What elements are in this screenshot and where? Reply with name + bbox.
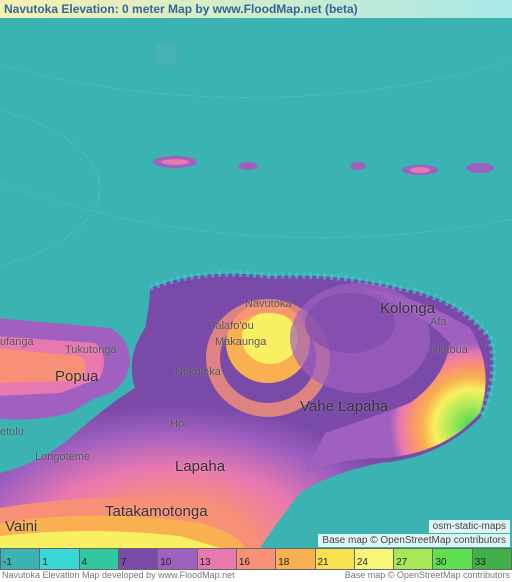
legend-bar: meter -1147101316182124273033 [0, 548, 512, 570]
place-label: Lapaha [175, 458, 225, 475]
place-label: etulu [0, 426, 24, 438]
legend-cell: -1 [0, 548, 39, 570]
place-label: Hoi [170, 418, 187, 430]
credit-bar: Navutoka Elevation Map developed by www.… [0, 570, 512, 582]
legend-cell: 27 [393, 548, 432, 570]
page-title: Navutoka Elevation: 0 meter Map by www.F… [4, 2, 358, 16]
place-label: Tukutonga [65, 344, 117, 356]
place-label: Longoteme [35, 451, 90, 463]
place-label: ufanga [0, 336, 34, 348]
title-bar: Navutoka Elevation: 0 meter Map by www.F… [0, 0, 512, 18]
legend-cell: 24 [354, 548, 393, 570]
legend-cell: 16 [236, 548, 275, 570]
legend-cell: 7 [118, 548, 157, 570]
legend-cell: 10 [157, 548, 196, 570]
legend-cell: 1 [39, 548, 78, 570]
legend-cell: 4 [79, 548, 118, 570]
place-label: Navutoka [245, 298, 291, 310]
main-landmass [0, 18, 512, 548]
map-area[interactable]: Navutoka KolongaAfa Talafo'ou Makaunga Niuto… [0, 18, 512, 548]
credit-left: Navutoka Elevation Map developed by www.… [2, 570, 235, 582]
credit-right: Base map © OpenStreetMap contributors [345, 570, 510, 582]
legend-cell: 18 [275, 548, 314, 570]
place-label: Vahe Lapaha [300, 398, 388, 415]
place-label: Talafo'ou [210, 320, 254, 332]
place-label: Tatakamotonga [105, 503, 208, 520]
map-marker-icon [155, 43, 177, 65]
attribution-tag-bottom: Base map © OpenStreetMap contributors [318, 534, 510, 547]
place-label: Kolonga [380, 300, 435, 317]
place-label: Makaunga [215, 336, 266, 348]
place-label: Afa [430, 316, 447, 328]
place-label: Nukuleka [175, 366, 221, 378]
legend-cell: 13 [197, 548, 236, 570]
legend-cell: 33 [472, 548, 512, 570]
place-label: Niutoua [430, 344, 468, 356]
attribution-tag-top: osm-static-maps [429, 520, 510, 533]
legend-cell: 21 [315, 548, 354, 570]
place-label: Vaini [5, 518, 37, 535]
place-label: Popua [55, 368, 98, 385]
legend-cell: 30 [432, 548, 471, 570]
